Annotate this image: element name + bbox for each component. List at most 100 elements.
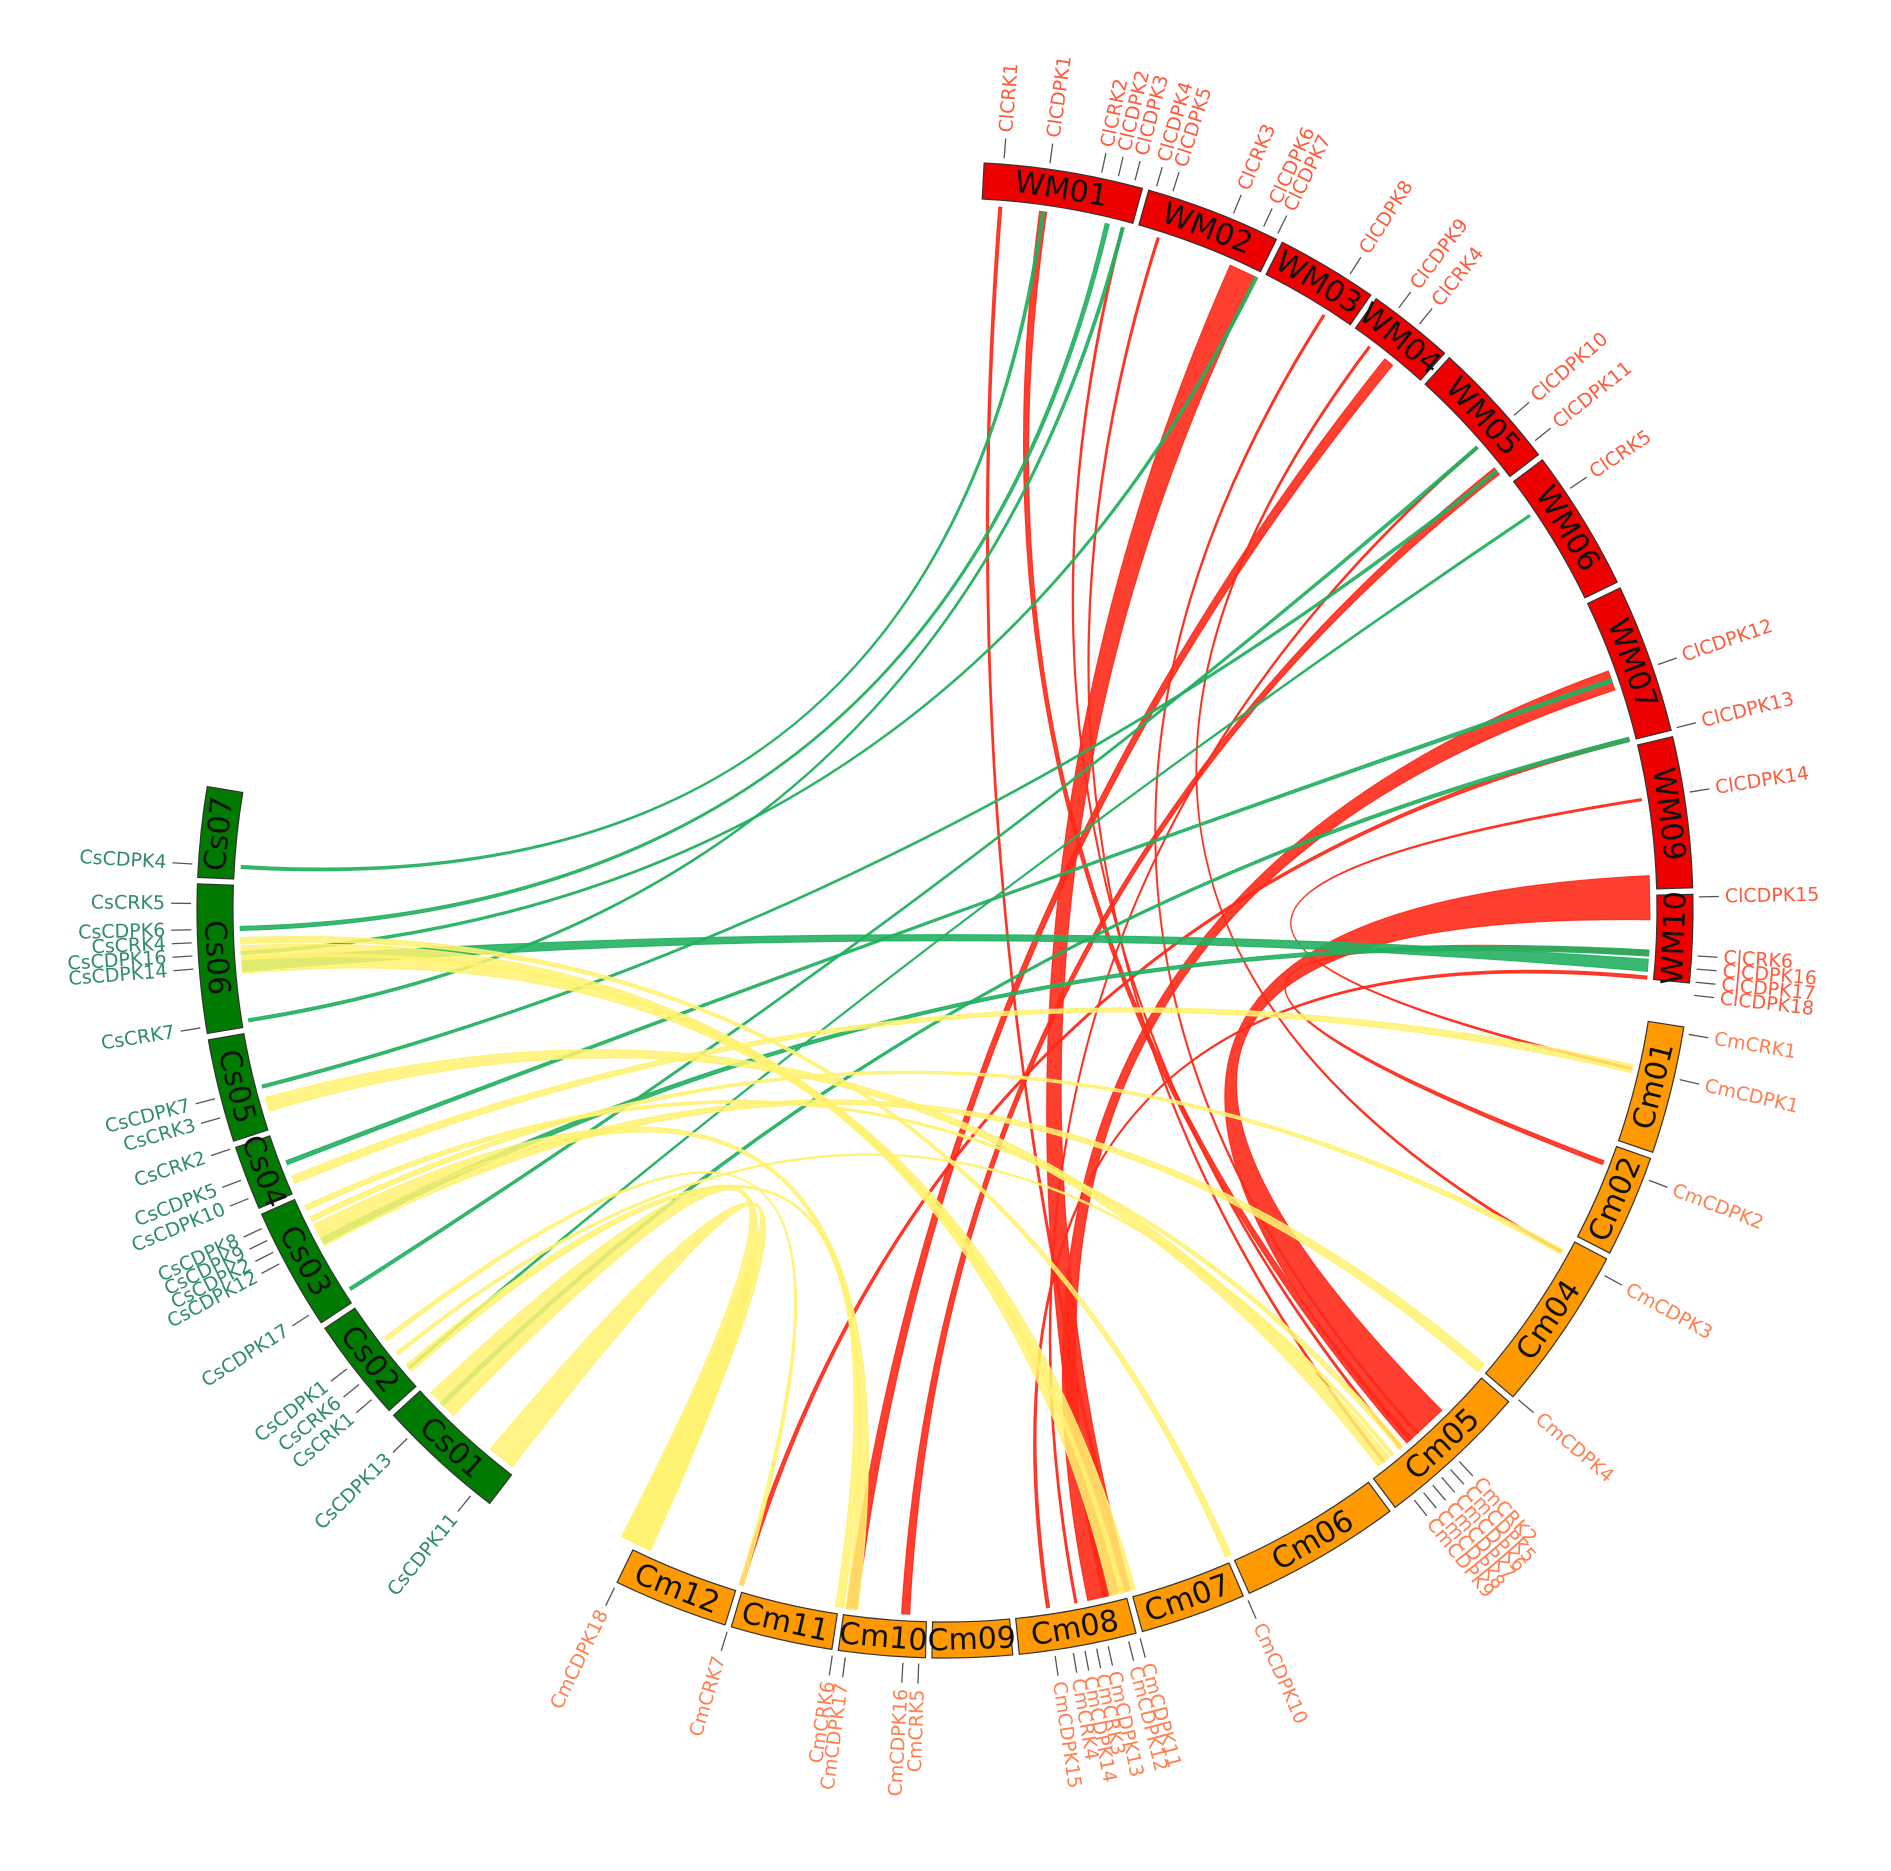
gene-tick (1097, 1649, 1101, 1669)
link-CsCDPK4-ClCDPK1 (241, 212, 1044, 871)
gene-tick (244, 1229, 262, 1237)
gene-tick (1649, 1180, 1668, 1187)
gene-tick (829, 1656, 832, 1676)
link-ClCDPK1-CmCDPK6 (1024, 211, 1412, 1442)
gene-label-ClCDPK12: ClCDPK12 (1679, 615, 1776, 667)
gene-label-ClCDPK14: ClCDPK14 (1714, 762, 1811, 799)
gene-tick (1442, 1477, 1455, 1492)
chromosome-label: WM02 (1157, 196, 1257, 262)
gene-tick (393, 1438, 407, 1452)
gene-tick (1690, 789, 1710, 792)
gene-label-CsCDPK4: CsCDPK4 (79, 846, 167, 873)
chromosome-label: WM10 (1655, 891, 1694, 986)
gene-tick (1055, 1656, 1058, 1676)
gene-tick (1118, 157, 1123, 176)
gene-tick (262, 1264, 280, 1273)
gene-tick (1264, 209, 1272, 227)
gene-label-CmCRK7: CmCRK7 (685, 1654, 730, 1740)
gene-label-CmCRK1: CmCRK1 (1712, 1028, 1797, 1063)
gene-tick (222, 1180, 241, 1187)
chromosome-label: Cm09 (927, 1620, 1017, 1658)
chromosome-label: WM07 (1600, 614, 1665, 714)
gene-tick (292, 1315, 309, 1326)
gene-tick (1108, 1646, 1112, 1666)
chromosome-label: Cm01 (1626, 1039, 1681, 1133)
chromosome-label: Cm10 (838, 1616, 929, 1658)
gene-label-CsCDPK17: CsCDPK17 (198, 1320, 293, 1392)
gene-label-CmCDPK16: CmCDPK16 (884, 1688, 912, 1797)
gene-tick (1073, 1653, 1076, 1673)
gene-tick (1140, 1638, 1145, 1657)
link-ClCDPK14-CmCDPK1 (1291, 799, 1642, 1070)
link-ClCDPK9-CmCDPK3 (1196, 346, 1562, 1252)
gene-tick (1004, 138, 1006, 158)
gene-tick (1689, 1034, 1709, 1037)
gene-tick (249, 1241, 267, 1250)
gene-label-CmCDPK10: CmCDPK10 (1248, 1620, 1311, 1728)
gene-tick (173, 969, 193, 971)
gene-label-CmCDPK3: CmCDPK3 (1622, 1279, 1716, 1345)
gene-tick (1085, 1651, 1089, 1671)
gene-tick (1677, 723, 1696, 728)
link-ClCDPK6-CmCDPK12 (1047, 265, 1256, 1597)
gene-tick (172, 956, 192, 957)
gene-tick (172, 943, 192, 944)
gene-tick (902, 1663, 903, 1683)
gene-tick (1350, 257, 1361, 274)
gene-tick (606, 1588, 615, 1606)
gene-tick (1102, 153, 1106, 173)
gene-tick (1451, 1469, 1464, 1484)
gene-tick (343, 1385, 359, 1398)
gene-tick (458, 1496, 471, 1512)
link-ClCDPK11-CmCDPK16 (902, 468, 1500, 1614)
chromosome-label: Cm08 (1028, 1603, 1121, 1653)
gene-tick (1459, 1461, 1473, 1476)
gene-label-CmCDPK1: CmCDPK1 (1703, 1075, 1801, 1118)
gene-label-CsCRK5: CsCRK5 (91, 892, 165, 915)
chromosome-label: WM05 (1438, 370, 1527, 463)
gene-tick (230, 1199, 248, 1207)
gene-tick (1234, 195, 1242, 213)
gene-tick (1698, 956, 1718, 957)
gene-tick (1414, 1500, 1426, 1516)
gene-label-CsCDPK6: CsCDPK6 (78, 919, 166, 943)
gene-tick (1173, 172, 1179, 191)
gene-tick (1433, 1485, 1446, 1500)
gene-tick (1518, 1400, 1533, 1413)
link-CsCDPK16-ClCDPK7 (241, 277, 1257, 955)
gene-tick (843, 1657, 846, 1677)
gene-tick (1535, 428, 1551, 440)
gene-tick (171, 930, 191, 931)
chromosome-label: WM04 (1352, 296, 1447, 382)
gene-tick (1248, 1600, 1256, 1618)
gene-label-ClCRK5: ClCRK5 (1585, 426, 1655, 483)
link-CsCDPK11-CmCDPK18 (491, 1203, 766, 1550)
gene-label-CmCDPK18: CmCDPK18 (546, 1606, 613, 1713)
gene-tick (1157, 167, 1163, 186)
gene-label-CsCDPK13: CsCDPK13 (310, 1449, 396, 1534)
chromosome-label: Cm12 (629, 1556, 724, 1621)
gene-tick (918, 1664, 919, 1684)
gene-tick (1658, 658, 1677, 665)
gene-tick (211, 1149, 230, 1155)
gene-label-ClCDPK1: ClCDPK1 (1043, 54, 1076, 139)
gene-tick (1694, 995, 1714, 997)
gene-tick (721, 1632, 727, 1651)
link-CsCDPK17-ClCDPK10 (350, 446, 1478, 1290)
chromosome-label: Cs06 (197, 919, 237, 996)
gene-tick (181, 1028, 201, 1031)
gene-tick (1680, 1080, 1699, 1084)
chromosome-label: Cm02 (1582, 1152, 1649, 1247)
gene-label-CsCRK7: CsCRK7 (100, 1021, 177, 1054)
gene-tick (1696, 982, 1716, 984)
chromosome-label: Cm04 (1509, 1274, 1588, 1367)
gene-label-ClCDPK13: ClCDPK13 (1699, 688, 1796, 732)
gene-tick (1129, 1641, 1134, 1660)
chromosome-label: WM09 (1645, 765, 1692, 863)
gene-tick (1399, 292, 1411, 308)
chromosome-label: Cm07 (1140, 1567, 1235, 1629)
gene-tick (331, 1369, 347, 1381)
gene-tick (356, 1400, 371, 1413)
